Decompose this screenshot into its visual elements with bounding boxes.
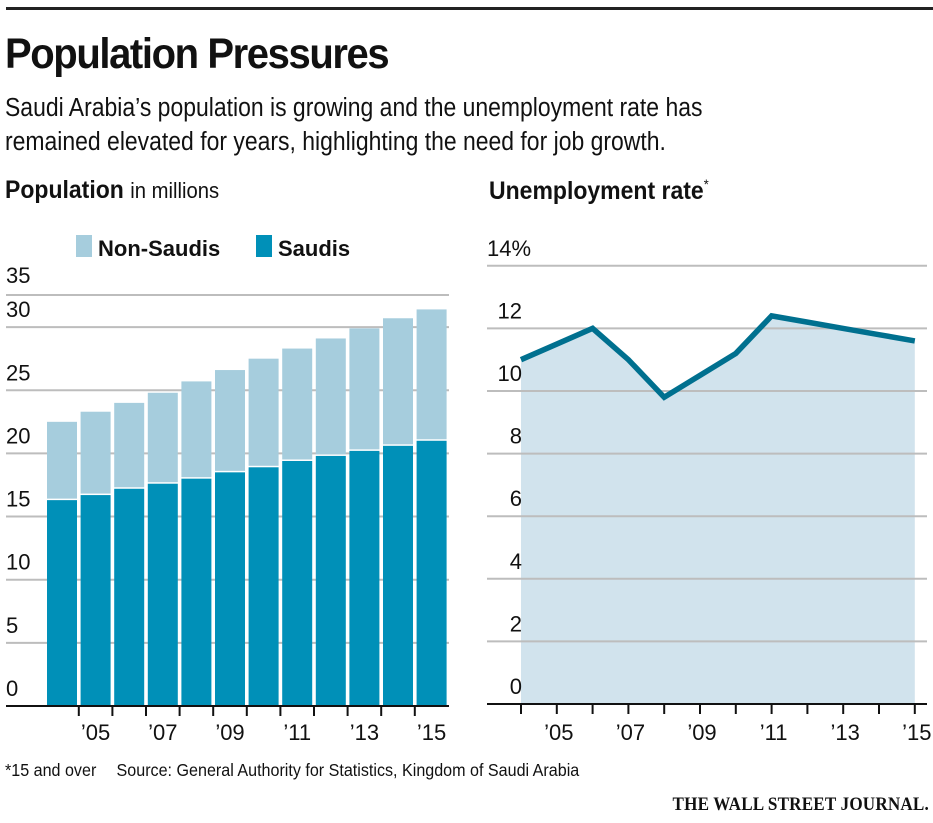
bar-non-saudis [80,411,111,494]
line-x-tick-label: ’11 [760,720,788,745]
bar-y-tick-label: 30 [6,297,30,322]
unemployment-chart-title: Unemployment rate* [489,176,709,206]
line-y-tick-label: 8 [510,424,522,449]
bar-non-saudis [282,348,313,460]
line-x-tick-label: ’09 [687,720,716,745]
line-x-tick-label: ’15 [902,720,931,745]
bar-non-saudis [215,370,245,471]
legend-swatch-saudis [256,235,272,257]
bar-saudis [181,478,212,706]
bar-y-tick-label: 35 [6,263,30,288]
dek: Saudi Arabia’s population is growing and… [5,91,869,159]
asterisk-marker: * [703,176,709,192]
footnote: *15 and over Source: General Authority fo… [5,760,579,781]
legend-label-non-saudis: Non-Saudis [98,236,220,261]
line-y-tick-label: 2 [510,611,522,636]
unemployment-area [521,315,915,704]
population-title: Population [5,176,124,204]
bar-x-tick-label: ’07 [148,720,177,745]
bar-x-tick-label: ’05 [81,720,110,745]
bar-x-tick-label: ’09 [215,720,244,745]
bar-saudis [315,455,346,706]
wsj-logo: THE WALL STREET JOURNAL. [672,794,929,815]
bar-y-tick-label: 0 [6,676,18,701]
bar-saudis [383,445,413,706]
bar-saudis [47,500,77,706]
bar-y-tick-label: 15 [6,487,30,512]
bar-saudis [147,483,178,706]
line-y-tick-label: 6 [510,486,522,511]
line-y-tick-label: 4 [510,549,522,574]
bar-non-saudis [383,318,413,445]
bar-saudis [248,467,279,706]
bar-non-saudis [47,421,77,499]
bar-x-tick-label: ’11 [283,720,311,745]
legend-label-saudis: Saudis [278,236,350,261]
unemployment-title: Unemployment rate [489,177,704,205]
bar-y-tick-label: 5 [6,613,18,638]
unemployment-line [519,312,916,401]
bar-saudis [114,488,145,706]
bar-saudis [416,440,447,706]
bar-non-saudis [147,392,178,483]
population-subtitle: in millions [130,178,220,203]
line-y-tick-label: 0 [510,674,522,699]
bar-x-tick-label: ’15 [417,720,446,745]
bar-x-tick-label: ’13 [350,720,379,745]
bar-non-saudis [114,402,145,488]
bar-non-saudis [181,381,212,478]
bar-y-tick-label: 10 [6,550,30,575]
footnote-note: *15 and over [5,760,97,780]
bar-saudis [215,472,245,706]
line-x-tick-label: ’05 [544,720,573,745]
line-y-tick-label: 10 [498,361,522,386]
bar-saudis [282,460,313,706]
bar-non-saudis [416,309,447,440]
line-x-tick-label: ’07 [616,720,645,745]
bar-non-saudis [248,358,279,466]
dek-line-2: remained elevated for years, highlightin… [5,128,666,156]
headline: Population Pressures [5,30,390,78]
population-chart-title: Population in millions [5,176,219,205]
bar-y-tick-label: 20 [6,423,30,448]
line-y-tick-label: 14% [487,236,531,261]
bar-y-tick-label: 25 [6,360,30,385]
bar-saudis [349,450,380,706]
line-x-tick-label: ’13 [831,720,860,745]
bar-non-saudis [315,338,346,455]
top-rule [6,7,933,10]
dek-line-1: Saudi Arabia’s population is growing and… [5,94,703,122]
footnote-source: Source: General Authority for Statistics… [116,760,580,780]
line-y-tick-label: 12 [498,298,522,323]
bar-saudis [80,495,111,706]
bar-non-saudis [349,328,380,450]
legend-swatch-non-saudis [76,235,92,257]
